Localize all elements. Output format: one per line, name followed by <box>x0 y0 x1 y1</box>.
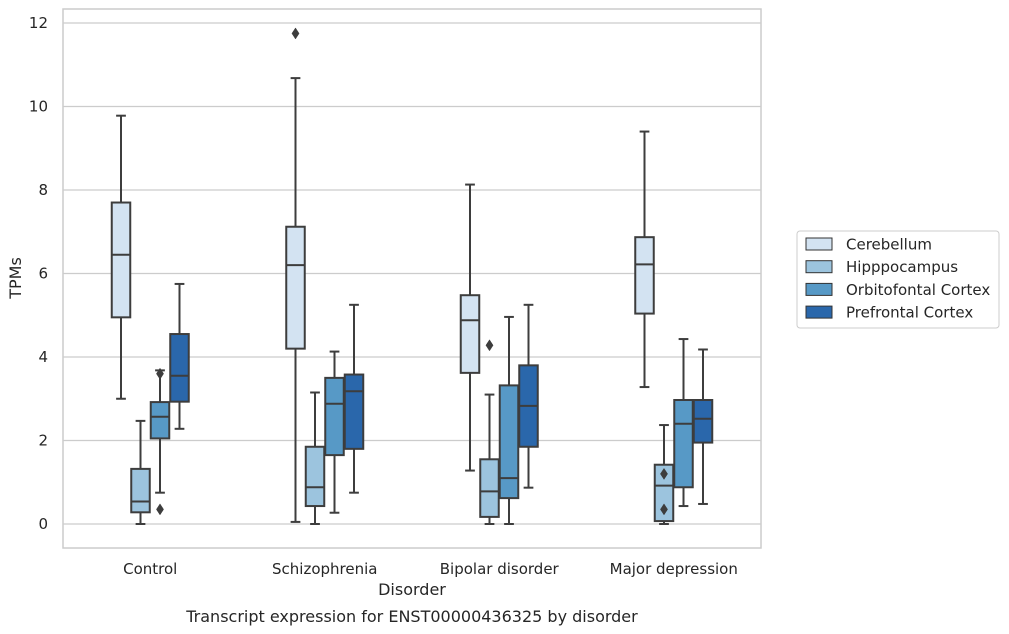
y-axis-title: TPMs <box>6 257 25 300</box>
plot-frame <box>62 8 762 549</box>
box-group <box>130 419 151 525</box>
box-group <box>169 282 190 430</box>
legend: Cerebellum Hipppocampus Orbitofontal Corte… <box>796 230 1000 329</box>
box <box>324 376 345 457</box>
box <box>169 333 190 403</box>
box <box>110 201 132 319</box>
y-tick-label: 8 <box>38 181 48 199</box>
legend-swatch <box>805 282 833 296</box>
boxes <box>110 27 714 525</box>
legend-label: Cerebellum <box>846 236 932 254</box>
outlier-point <box>156 367 164 380</box>
box <box>479 458 500 518</box>
x-tick-labels: Control Schizophrenia Bipolar disorder Majo… <box>123 560 738 578</box>
outlier-point <box>485 339 494 352</box>
y-tick-label: 0 <box>38 515 48 533</box>
box <box>343 373 365 450</box>
box <box>634 236 655 315</box>
legend-frame <box>796 230 1000 329</box>
y-tick-label: 10 <box>29 98 48 116</box>
legend-label: Hipppocampus <box>846 258 958 276</box>
box-group <box>285 27 306 523</box>
y-tick-label: 4 <box>38 348 48 366</box>
chart-title: Transcript expression for ENST0000043632… <box>185 607 638 626</box>
y-tick-label: 6 <box>38 265 48 283</box>
box <box>304 445 326 508</box>
outlier-point <box>660 503 668 516</box>
box <box>653 463 675 523</box>
outlier-point <box>156 503 164 516</box>
box-group <box>692 348 714 505</box>
x-tick-label: Control <box>123 560 177 578</box>
box-group <box>304 391 326 525</box>
box-group <box>498 315 520 525</box>
x-tick-label: Schizophrenia <box>272 560 377 578</box>
y-tick-label: 2 <box>38 432 48 450</box>
outlier-point <box>660 467 668 480</box>
x-tick-label: Bipolar disorder <box>440 560 560 578</box>
x-tick-label: Major depression <box>610 560 738 578</box>
y-tick-labels: 0 2 4 6 8 10 12 <box>29 14 48 533</box>
box-group <box>110 114 132 400</box>
grid-lines <box>63 22 761 525</box>
legend-swatch <box>805 237 833 251</box>
box-group <box>653 424 675 525</box>
box <box>285 225 306 350</box>
box-group <box>673 338 694 508</box>
x-axis-title: Disorder <box>378 580 446 599</box>
box <box>149 401 171 440</box>
box <box>692 399 714 444</box>
box-group <box>324 350 345 514</box>
outlier-point <box>291 27 300 40</box>
box-group <box>459 183 481 472</box>
box <box>459 294 481 374</box>
box <box>130 467 151 514</box>
y-tick-label: 12 <box>29 14 48 32</box>
box-group <box>634 130 655 389</box>
box <box>673 399 694 489</box>
box-group <box>479 339 500 525</box>
legend-label: Prefrontal Cortex <box>846 304 973 322</box>
box-group <box>343 303 365 494</box>
legend-label: Orbitofontal Cortex <box>846 281 990 299</box>
box-group <box>518 303 539 489</box>
legend-items: Cerebellum Hipppocampus Orbitofontal Corte… <box>805 236 990 322</box>
legend-swatch <box>805 305 833 319</box>
legend-swatch <box>805 260 833 274</box>
box <box>498 384 520 500</box>
box-group <box>149 367 171 516</box>
